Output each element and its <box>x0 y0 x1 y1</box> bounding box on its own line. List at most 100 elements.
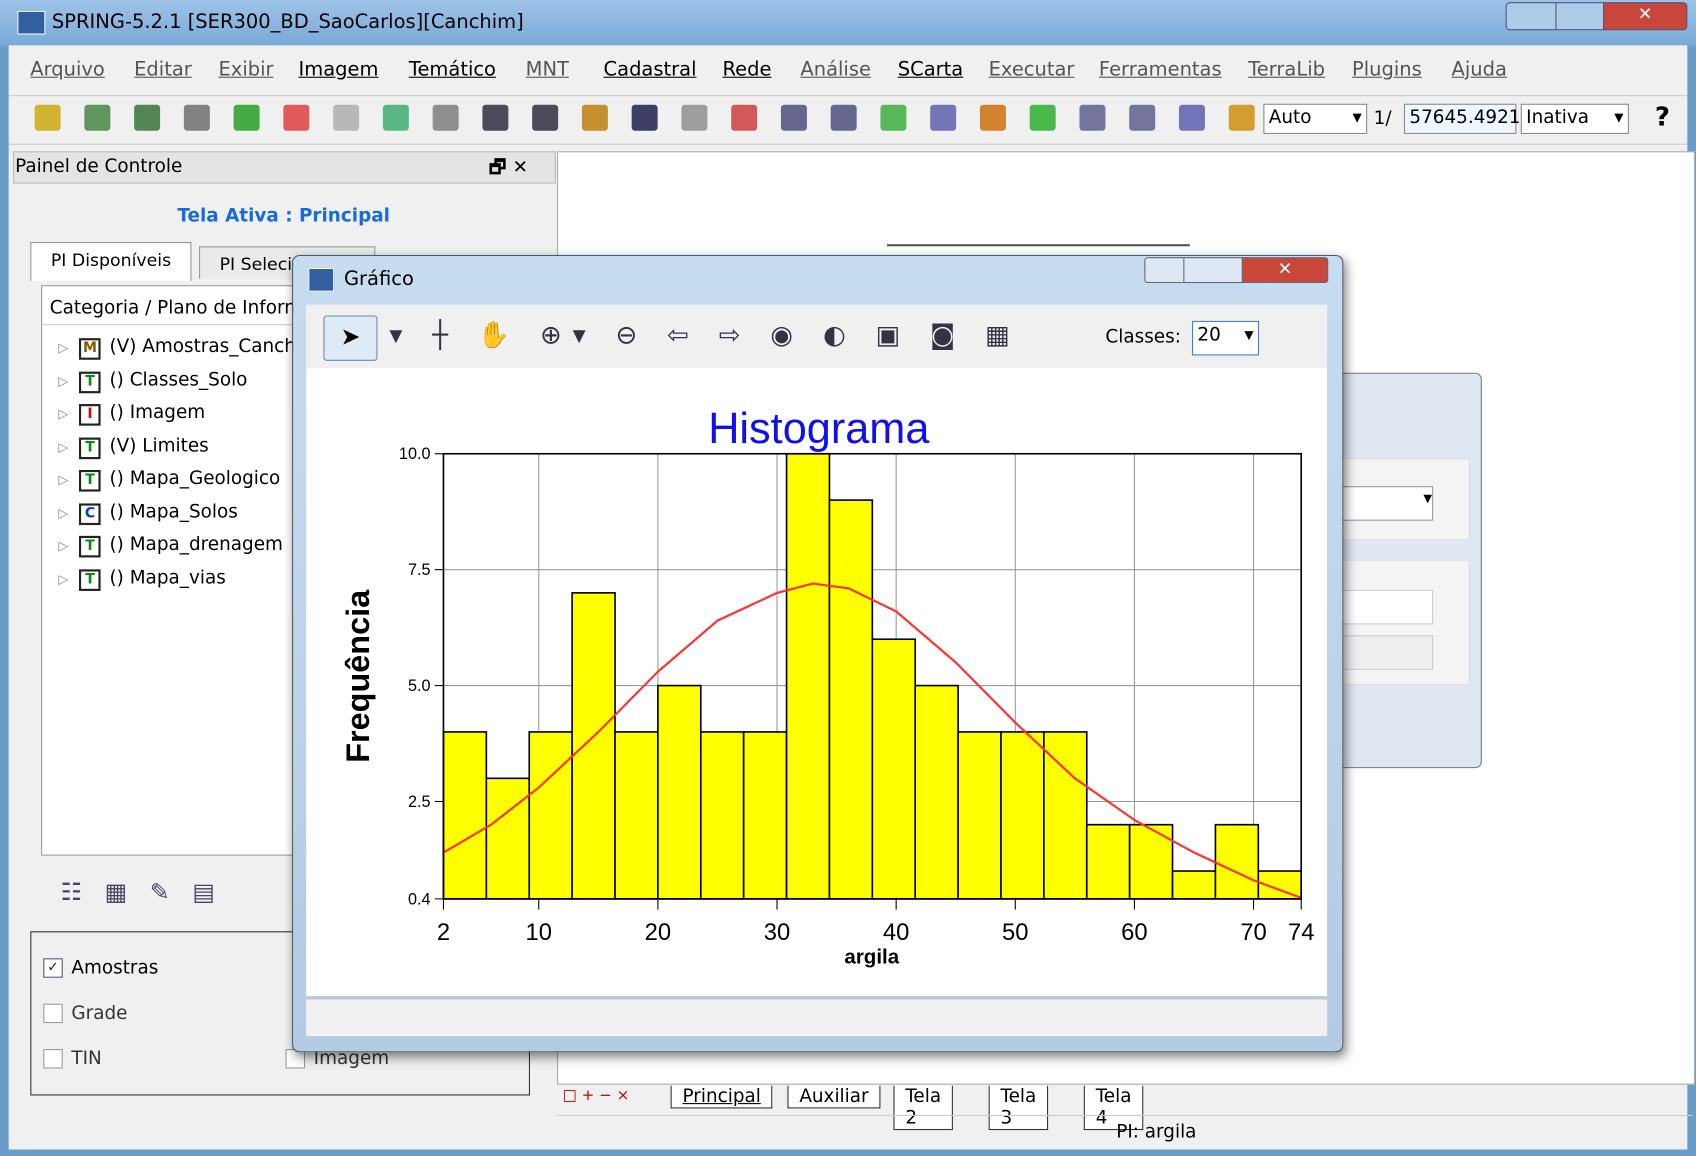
menu-item[interactable]: Executar <box>988 58 1075 82</box>
list-divider <box>42 324 532 326</box>
toolbar-icon[interactable] <box>681 104 708 131</box>
toolbar-icon[interactable] <box>1129 104 1156 131</box>
menu-item[interactable]: TerraLib <box>1248 58 1325 82</box>
status-text: PI: argila <box>1116 1121 1197 1144</box>
layer-item[interactable]: ▷ T () Mapa_drenagem <box>58 534 283 558</box>
toolbar-icon[interactable] <box>84 104 111 131</box>
layer-item[interactable]: ▷ T () Mapa_Geologico <box>58 468 280 492</box>
toolbar-icon[interactable] <box>880 104 907 131</box>
bar <box>528 731 573 900</box>
panel-icons[interactable]: ☷ ▦ ✎ ▤ <box>60 879 215 907</box>
dialog-minimize[interactable] <box>1144 257 1186 284</box>
layer-item[interactable]: ▷ T (V) Limites <box>58 435 209 459</box>
scale-field[interactable]: 57645.4921 <box>1403 103 1521 134</box>
dialog-status <box>306 998 1328 1037</box>
normal-curve <box>442 582 1302 899</box>
x-tick-label: 74 <box>1288 919 1314 946</box>
menu-item[interactable]: Temático <box>408 58 496 82</box>
minimize-button[interactable] <box>1505 2 1558 31</box>
layer-label: (V) Amostras_Canchim <box>109 335 319 358</box>
back-field[interactable] <box>1337 635 1434 670</box>
expand-arrow: ▷ <box>58 340 69 356</box>
toolbar-icon[interactable] <box>333 104 360 131</box>
menu-item[interactable]: Plugins <box>1352 58 1422 82</box>
screen-tab[interactable]: Principal <box>670 1085 773 1109</box>
checkbox[interactable]: ✓ Amostras <box>43 957 158 979</box>
back-dialog: ▾ <box>1297 372 1482 769</box>
toolbar-icon[interactable] <box>581 104 608 131</box>
menu-item[interactable]: Exibir <box>218 58 274 82</box>
toolbar-icon[interactable] <box>1029 104 1056 131</box>
toolbar-icon[interactable] <box>233 104 260 131</box>
layer-item[interactable]: ▷ T () Classes_Solo <box>58 369 247 393</box>
check-square <box>43 1049 63 1069</box>
check-square: ✓ <box>43 958 63 978</box>
checkbox[interactable]: TIN <box>43 1048 102 1070</box>
layer-item[interactable]: ▷ M (V) Amostras_Canchim <box>58 336 319 360</box>
bar <box>1085 823 1131 900</box>
menu-item[interactable]: SCarta <box>897 58 964 82</box>
toolbar-icon[interactable] <box>183 104 210 131</box>
menu-item[interactable]: Ferramentas <box>1098 58 1222 82</box>
toolbar-icon[interactable] <box>979 104 1006 131</box>
screen-tab[interactable]: Tela 3 <box>988 1085 1049 1131</box>
close-button[interactable]: ✕ <box>1602 2 1688 31</box>
maximize-button[interactable] <box>1555 2 1606 31</box>
dialog-tools[interactable]: ▾ ┼ ✋ ⊕▾ ⊖ ⇦ ⇨ ◉ ◐ ▣ ◙ ▦ <box>389 319 1021 351</box>
layer-item[interactable]: ▷ T () Mapa_vias <box>58 567 226 591</box>
toolbar-icon[interactable] <box>283 104 310 131</box>
y-tick-label: 10.0 <box>399 445 431 463</box>
back-combo[interactable]: ▾ <box>1337 486 1434 521</box>
check-square <box>43 1003 63 1024</box>
toolbar-icon[interactable] <box>134 104 161 131</box>
menu-item[interactable]: MNT <box>525 58 569 82</box>
menu-item[interactable]: Imagem <box>298 58 379 82</box>
dialog-close[interactable]: ✕ <box>1241 257 1329 284</box>
toolbar-icon[interactable] <box>631 104 658 131</box>
menu-item[interactable]: Arquivo <box>30 58 105 82</box>
toolbar-icon[interactable] <box>731 104 758 131</box>
layer-item[interactable]: ▷ I () Imagem <box>58 402 205 426</box>
toolbar-icon[interactable] <box>830 104 857 131</box>
toolbar-icon[interactable] <box>780 104 807 131</box>
expand-arrow: ▷ <box>58 439 69 455</box>
x-tick-label: 40 <box>883 919 909 946</box>
screen-tab[interactable]: Tela 2 <box>893 1085 954 1131</box>
y-axis-label: Frequência <box>340 589 376 763</box>
toolbar-icon[interactable] <box>930 104 957 131</box>
menu-item[interactable]: Ajuda <box>1451 58 1507 82</box>
dialog-title: Gráfico <box>343 267 414 291</box>
x-tick-label: 10 <box>526 919 552 946</box>
classes-combo[interactable]: 20 ▾ <box>1191 320 1260 356</box>
toolbar-icon[interactable] <box>532 104 559 131</box>
menu-item[interactable]: Análise <box>800 58 871 82</box>
toolbar-icon[interactable] <box>382 104 409 131</box>
toolbar-icon[interactable] <box>482 104 509 131</box>
menu-item[interactable]: Cadastral <box>603 58 697 82</box>
bar <box>571 592 616 900</box>
toolbar-icon[interactable] <box>34 104 61 131</box>
checkbox[interactable]: Imagem <box>285 1048 389 1070</box>
layer-item[interactable]: ▷ C () Mapa_Solos <box>58 501 238 525</box>
screen-tab[interactable]: Tela 4 <box>1083 1085 1144 1131</box>
panel-tab[interactable]: PI Disponíveis <box>30 242 192 281</box>
toolbar-icon[interactable] <box>1228 104 1255 131</box>
bar <box>1171 870 1217 900</box>
bar <box>957 731 1002 900</box>
mode-combo[interactable]: Auto ▾ <box>1263 103 1368 134</box>
tab-controls[interactable]: □ + − × <box>562 1086 630 1105</box>
checkbox[interactable]: Grade <box>43 1003 127 1024</box>
help-icon[interactable]: ? <box>1654 101 1670 132</box>
dialog-maximize[interactable] <box>1183 257 1244 284</box>
pointer-tool[interactable]: ➤ <box>323 315 378 361</box>
screen-tab[interactable]: Auxiliar <box>787 1085 881 1109</box>
toolbar-icon[interactable] <box>432 104 459 131</box>
toolbar-icon[interactable] <box>1079 104 1106 131</box>
back-field[interactable] <box>1337 589 1434 625</box>
toolbar-icon[interactable] <box>1178 104 1205 131</box>
menu-item[interactable]: Editar <box>134 58 192 82</box>
menu-item[interactable]: Rede <box>722 58 772 82</box>
state-combo[interactable]: Inativa ▾ <box>1520 103 1629 134</box>
panel-buttons[interactable]: 🗗 ✕ <box>488 156 528 179</box>
